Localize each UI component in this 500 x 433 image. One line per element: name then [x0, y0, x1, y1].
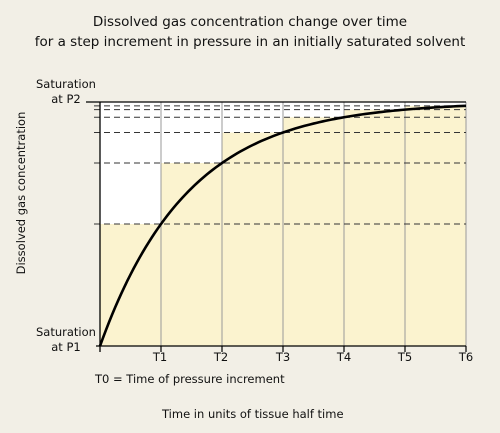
saturation-p1-label-line2: at P1: [51, 340, 81, 354]
tick-label-t3: T3: [275, 350, 291, 364]
tick-label-t2: T2: [213, 350, 229, 364]
saturation-p2-label-line1: Saturation: [36, 77, 96, 91]
title-line-2: for a step increment in pressure in an i…: [34, 34, 466, 50]
x-axis-label: Time in units of tissue half time: [162, 407, 344, 421]
saturation-p2-label-line2: at P2: [51, 92, 81, 106]
concentration-curve: [98, 104, 467, 347]
step-fill-1: [100, 224, 161, 346]
tick-label-t5: T5: [397, 350, 413, 364]
tick-label-t6: T6: [458, 350, 474, 364]
saturation-p1-label-line1: Saturation: [36, 325, 96, 339]
step-fill-6: [405, 105, 466, 346]
saturation-p2-label: Saturation at P2: [36, 77, 96, 107]
y-axis-label: Dissolved gas concentration: [14, 111, 28, 275]
step-fill-2: [161, 163, 222, 346]
tick-label-t4: T4: [336, 350, 352, 364]
step-fill-3: [222, 132, 283, 346]
tick-label-t1: T1: [152, 350, 168, 364]
saturation-p1-label: Saturation at P1: [36, 325, 96, 355]
t0-note: T0 = Time of pressure increment: [95, 372, 285, 386]
step-fill-4: [283, 117, 344, 346]
step-fill-5: [344, 109, 405, 346]
title-line-1: Dissolved gas concentration change over …: [92, 14, 408, 30]
